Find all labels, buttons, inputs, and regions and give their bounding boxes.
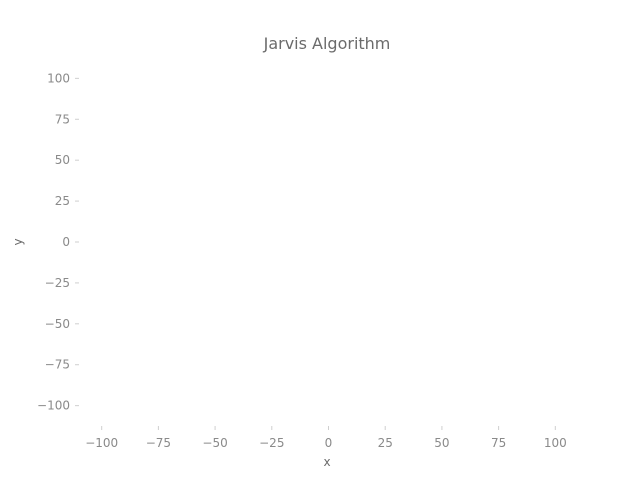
x-tick-label: −50 [202,436,227,450]
y-tick-label: 100 [47,71,70,85]
y-tick-label: 25 [55,194,70,208]
y-tick-label: −50 [45,317,70,331]
y-axis-label: y [11,238,25,245]
x-axis-label: x [323,455,330,469]
x-tick-label: −75 [146,436,171,450]
x-tick-label: 0 [325,436,333,450]
x-tick-label: −100 [85,436,118,450]
x-tick-label: 75 [491,436,506,450]
y-tick-label: 0 [62,235,70,249]
y-tick-label: −25 [45,276,70,290]
chart-title: Jarvis Algorithm [263,34,391,53]
x-axis: −100 −75 −50 −25 0 25 50 75 100 [85,426,567,450]
x-tick-label: 25 [378,436,393,450]
x-tick-label: 50 [434,436,449,450]
y-tick-label: −75 [45,358,70,372]
y-tick-label: 50 [55,153,70,167]
y-tick-label: −100 [37,399,70,413]
y-axis: 100 75 50 25 0 −25 −50 −75 −100 [37,71,79,413]
y-tick-label: 75 [55,112,70,126]
x-tick-label: −25 [259,436,284,450]
x-tick-label: 100 [544,436,567,450]
